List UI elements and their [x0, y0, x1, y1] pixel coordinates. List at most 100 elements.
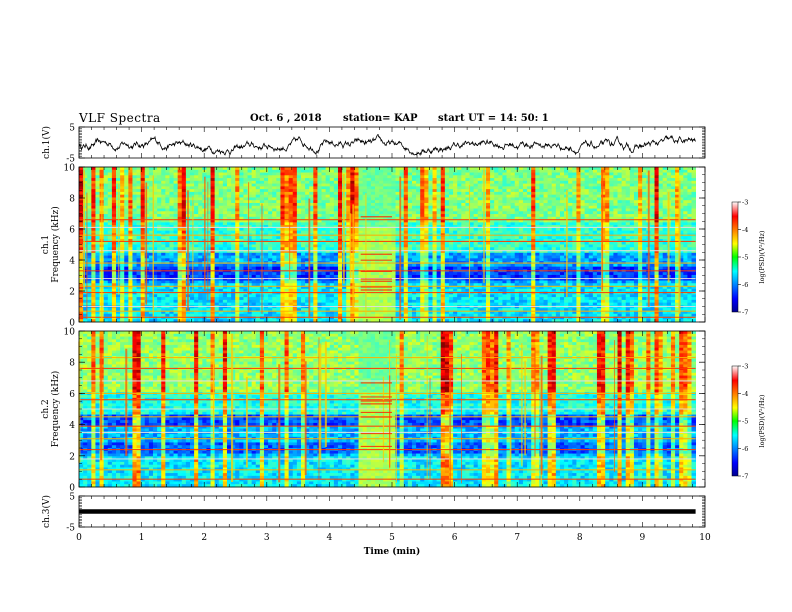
ch1-spectrogram-cell: [296, 186, 302, 190]
ch1-spectrogram-cell: [214, 227, 220, 232]
ch1-spectrogram-cell: [95, 191, 100, 196]
ch1-spectrogram-cell: [148, 219, 154, 223]
ch1-spectrogram-cell: [559, 222, 565, 226]
ch1-spectrogram-cell: [395, 216, 401, 220]
ch1-spectrogram-cell: [247, 211, 253, 215]
ch1-spectrogram-cell: [222, 244, 228, 248]
ch1-spectrogram-cell: [679, 169, 684, 173]
ch1-spectrogram-cell: [329, 241, 335, 245]
ch1-spectrogram-cell: [522, 211, 528, 215]
ch1-spectrogram-cell: [465, 208, 470, 212]
ch1-spectrogram-cell: [222, 236, 228, 240]
ch1-spectrogram-cell: [424, 169, 429, 173]
ch1-spectrogram-cell: [95, 205, 100, 209]
ch1-spectrogram-cell: [399, 208, 405, 212]
ch1-spectrogram-cell: [436, 205, 442, 209]
ch1-spectrogram-cell: [477, 175, 483, 179]
ch1-spectrogram-cell: [551, 194, 557, 198]
ch1-spectrogram-cell: [383, 225, 388, 229]
ch1-spectrogram-cell: [522, 238, 528, 243]
ch1-spectrogram-cell: [91, 169, 96, 173]
ch1-spectrogram-cell: [263, 189, 269, 193]
ch1-spectrogram-cell: [284, 241, 290, 245]
ch1-spectrogram-cell: [399, 172, 405, 176]
ch1-spectrogram-cell: [132, 183, 137, 187]
ch1-spectrogram-cell: [633, 214, 639, 218]
ch1-spectrogram-cell: [670, 169, 676, 173]
ch1-spectrogram-cell: [358, 227, 364, 232]
ch1-spectrogram-cell: [477, 205, 483, 209]
ch1-spectrogram-cell: [362, 172, 368, 176]
ch1-spectrogram-cell: [592, 238, 598, 243]
ch1-spectrogram-cell: [609, 178, 614, 182]
ch1-spectrogram-cell: [498, 194, 503, 198]
ch1-spectrogram-cell: [136, 200, 142, 204]
ch1-spectrogram-cell: [506, 186, 512, 190]
ch1-spectrogram-cell: [654, 216, 660, 220]
ch1-spectrogram-cell: [638, 252, 643, 256]
ch1-spectrogram-cell: [374, 214, 380, 218]
ch1-spectrogram-cell: [411, 180, 417, 185]
ch1-spectrogram-cell: [490, 183, 495, 187]
ch1-spectrogram-cell: [580, 175, 586, 179]
ch1-spectrogram-cell: [502, 178, 507, 182]
ch1-spectrogram-cell: [502, 225, 507, 229]
ch1-spectrogram-cell: [120, 214, 125, 218]
ch1-spectrogram-cell: [379, 238, 384, 243]
ch1-spectrogram-cell: [214, 180, 220, 185]
ch1-spectrogram-cell: [181, 189, 187, 193]
ch1-spectrogram-cell: [522, 214, 528, 218]
ch1-spectrogram-cell: [259, 189, 265, 193]
ch1-spectrogram-cell: [272, 244, 277, 248]
ch1-spectrogram-cell: [453, 175, 458, 179]
ch1-spectrogram-cell: [683, 169, 688, 173]
ch1-spectrogram-cell: [313, 244, 318, 248]
ch1-spectrogram-cell: [173, 183, 179, 187]
ch1-spectrogram-cell: [255, 208, 261, 212]
ch1-spectrogram-cell: [650, 167, 655, 171]
ch1-spectrogram-cell: [477, 247, 483, 251]
ch1-spectrogram-cell: [181, 230, 187, 234]
ch1-spectrogram-cell: [424, 247, 429, 251]
ch1-spectrogram-cell: [321, 172, 327, 176]
ch1-spectrogram-cell: [477, 225, 483, 229]
ch1-spectrogram-cell: [370, 186, 376, 190]
ch1-spectrogram-cell: [547, 208, 553, 212]
ch1-spectrogram-cell: [91, 175, 96, 179]
ch1-spectrogram-cell: [259, 167, 265, 171]
ch1-spectrogram-cell: [654, 244, 660, 248]
ch1-spectrogram-cell: [387, 247, 392, 251]
ch1-spectrogram-cell: [300, 225, 306, 229]
ch1-spectrogram-cell: [440, 216, 446, 220]
ch1-spectrogram-cell: [206, 236, 211, 240]
ch1-spectrogram-cell: [243, 197, 248, 201]
ch1-spectrogram-cell: [465, 216, 470, 220]
ch1-spectrogram-cell: [296, 202, 302, 207]
ch1-spectrogram-cell: [152, 244, 158, 248]
ch1-spectrogram-cell: [448, 227, 454, 232]
ch1-spectrogram-cell: [111, 194, 117, 198]
ch1-spectrogram-cell: [268, 252, 273, 256]
ch1-spectrogram-cell: [473, 241, 479, 245]
ch1-spectrogram-cell: [251, 183, 257, 187]
ch1-spectrogram-cell: [222, 186, 228, 190]
ch1-spectrogram-cell: [527, 175, 532, 179]
ch1-spectrogram-cell: [272, 247, 277, 251]
ch1-spectrogram-cell: [136, 183, 142, 187]
ch1-spectrogram-cell: [321, 241, 327, 245]
ch1-spectrogram-cell: [305, 186, 310, 190]
ch1-spectrogram-cell: [432, 225, 438, 229]
ch1-spectrogram-cell: [576, 216, 581, 220]
ch1-spectrogram-cell: [276, 205, 281, 209]
ch1-spectrogram-cell: [226, 202, 232, 207]
ch1-spectrogram-cell: [366, 238, 372, 243]
ch1-spectrogram-cell: [391, 186, 396, 190]
ch1-spectrogram-cell: [551, 183, 557, 187]
ch1-spectrogram-cell: [440, 180, 446, 185]
ch1-spectrogram-cell: [522, 191, 528, 196]
ch1-spectrogram-cell: [457, 202, 462, 207]
ch1-spectrogram-cell: [300, 214, 306, 218]
ch1-spectrogram-cell: [247, 241, 253, 245]
ch1-spectrogram-cell: [642, 180, 647, 185]
ch1-spectrogram-cell: [572, 180, 577, 185]
